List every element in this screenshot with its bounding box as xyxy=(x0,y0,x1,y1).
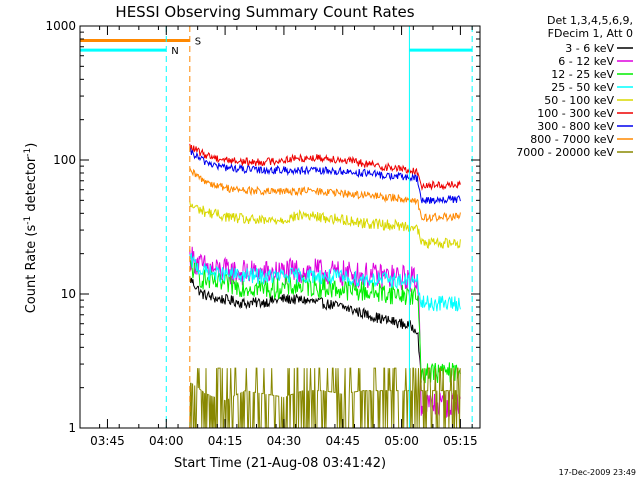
legend-entry-label-5: 100 - 300 keV xyxy=(537,107,614,120)
x-tick-label-3: 04:30 xyxy=(267,434,302,448)
legend-entry-label-8: 7000 - 20000 keV xyxy=(516,146,614,159)
x-axis-label: Start Time (21-Aug-08 03:41:42) xyxy=(174,456,386,471)
legend-entry-label-3: 25 - 50 keV xyxy=(551,81,614,94)
plot-frame xyxy=(79,25,481,429)
axes: 03:45 04:00 04:15 04:30 04:45 05:00 05:15 1 10 10… xyxy=(45,19,481,448)
legend-entry-label-6: 300 - 800 keV xyxy=(537,120,614,133)
series-line-2 xyxy=(189,259,461,384)
series-line-0 xyxy=(189,276,422,383)
chart-title: HESSI Observing Summary Count Rates xyxy=(115,3,414,21)
series-line-8 xyxy=(189,367,461,429)
series-line-3 xyxy=(189,253,461,312)
y-tick-label-1: 10 xyxy=(61,287,76,301)
y-tick-label-3: 1000 xyxy=(45,19,76,33)
series-line-7 xyxy=(189,167,461,223)
x-tick-label-4: 04:45 xyxy=(325,434,360,448)
generation-timestamp: 17-Dec-2009 23:49 xyxy=(559,468,636,477)
y-axis-label-suffix: ) xyxy=(24,143,39,148)
x-tick-label-2: 04:15 xyxy=(208,434,243,448)
series-line-4 xyxy=(189,201,461,249)
state-bars: SN xyxy=(80,36,473,57)
series-line-5 xyxy=(189,143,461,191)
x-tick-label-5: 05:00 xyxy=(384,434,419,448)
state-bar-label-1: N xyxy=(171,46,178,57)
y-axis-label-sup1: -1 xyxy=(23,216,33,225)
y-axis-label-sup2: -1 xyxy=(23,148,33,157)
state-bar-label-0: S xyxy=(195,36,201,47)
legend-header-0: Det 1,3,4,5,6,9, xyxy=(547,14,633,27)
legend-entry-label-4: 50 - 100 keV xyxy=(544,94,614,107)
legend-entry-label-2: 12 - 25 keV xyxy=(551,68,614,81)
y-axis-label: Count Rate (s-1 detector-1) xyxy=(23,143,39,314)
legend-header-1: FDecim 1, Att 0 xyxy=(548,27,633,40)
y-tick-label-0: 1 xyxy=(68,421,76,435)
y-tick-label-2: 100 xyxy=(53,153,76,167)
x-tick-label-1: 04:00 xyxy=(149,434,184,448)
series-line-1 xyxy=(189,246,461,418)
series-line-6 xyxy=(189,147,461,205)
legend-entry-label-7: 800 - 7000 keV xyxy=(530,133,614,146)
series-lines xyxy=(189,143,461,429)
legend-entry-label-1: 6 - 12 keV xyxy=(558,55,614,68)
x-tick-label-6: 05:15 xyxy=(443,434,478,448)
legend-entry-label-0: 3 - 6 keV xyxy=(565,42,614,55)
x-tick-label-0: 03:45 xyxy=(90,434,125,448)
y-axis-label-mid: detector xyxy=(24,156,39,216)
y-axis-label-prefix: Count Rate (s xyxy=(24,225,39,314)
plot-area xyxy=(80,26,480,428)
plot-background xyxy=(80,26,480,428)
legend: Det 1,3,4,5,6,9,FDecim 1, Att 0 3 - 6 keV… xyxy=(516,14,633,159)
